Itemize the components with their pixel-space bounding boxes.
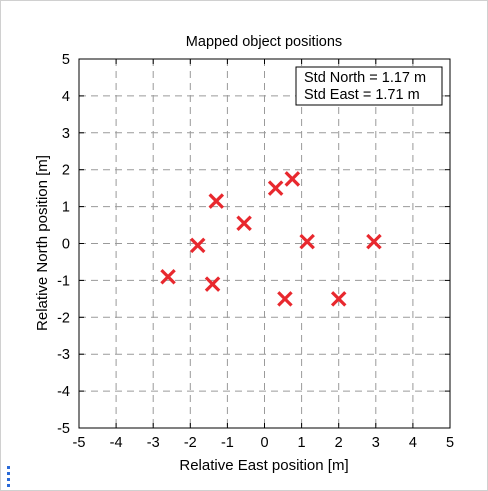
x-tick-label: 1 xyxy=(298,435,306,451)
x-tick-label: -5 xyxy=(73,435,86,451)
data-points xyxy=(160,171,382,307)
y-tick-label: -1 xyxy=(57,273,70,289)
annotation-std-east: Std East = 1.71 m xyxy=(304,87,420,103)
grid xyxy=(79,59,450,428)
data-point-x-marker xyxy=(267,180,284,196)
x-axis-label: Relative East position [m] xyxy=(179,457,348,474)
y-tick-label: 2 xyxy=(62,163,70,179)
data-point-x-marker xyxy=(160,268,176,285)
y-tick-label: -4 xyxy=(57,384,70,400)
axis-ticks xyxy=(78,58,451,429)
chart-title: Mapped object positions xyxy=(186,34,342,50)
data-point-x-marker xyxy=(330,291,347,307)
y-tick-label: -2 xyxy=(57,310,70,326)
y-tick-label: 3 xyxy=(62,126,70,142)
y-axis-label: Relative North position [m] xyxy=(34,155,51,331)
data-point-x-marker xyxy=(277,291,293,307)
x-tick-label: -1 xyxy=(221,435,234,451)
data-point-x-marker xyxy=(236,215,252,231)
x-tick-label: -4 xyxy=(110,435,123,451)
x-tick-labels: -5 -4 -3 -2 -1 0 1 2 3 4 5 xyxy=(73,435,454,451)
data-point-x-marker xyxy=(299,233,315,250)
data-point-x-marker xyxy=(208,193,225,209)
y-tick-label: 0 xyxy=(62,237,70,253)
vertical-dots-icon[interactable] xyxy=(6,466,12,488)
y-tick-labels: 5 4 3 2 1 0 -1 -2 -3 -4 -5 xyxy=(57,52,70,437)
x-tick-label: -3 xyxy=(147,435,160,451)
x-tick-label: 2 xyxy=(335,435,343,451)
data-point-x-marker xyxy=(284,171,301,187)
x-tick-label: 0 xyxy=(260,435,268,451)
y-tick-label: -5 xyxy=(57,421,70,437)
x-tick-label: 3 xyxy=(372,435,380,451)
y-tick-label: 4 xyxy=(62,89,70,105)
y-tick-label: 5 xyxy=(62,52,70,68)
x-tick-label: -2 xyxy=(184,435,197,451)
data-point-x-marker xyxy=(189,237,206,254)
data-point-x-marker xyxy=(204,276,221,292)
y-tick-label: -3 xyxy=(57,347,70,363)
x-tick-label: 5 xyxy=(446,435,454,451)
legend-box xyxy=(295,66,443,106)
y-tick-label: 1 xyxy=(62,200,70,216)
x-tick-label: 4 xyxy=(409,435,417,451)
annotation-std-north: Std North = 1.17 m xyxy=(304,70,426,86)
legend: Std North = 1.17 m Std East = 1.71 m xyxy=(295,66,443,106)
data-point-x-marker xyxy=(366,233,382,250)
